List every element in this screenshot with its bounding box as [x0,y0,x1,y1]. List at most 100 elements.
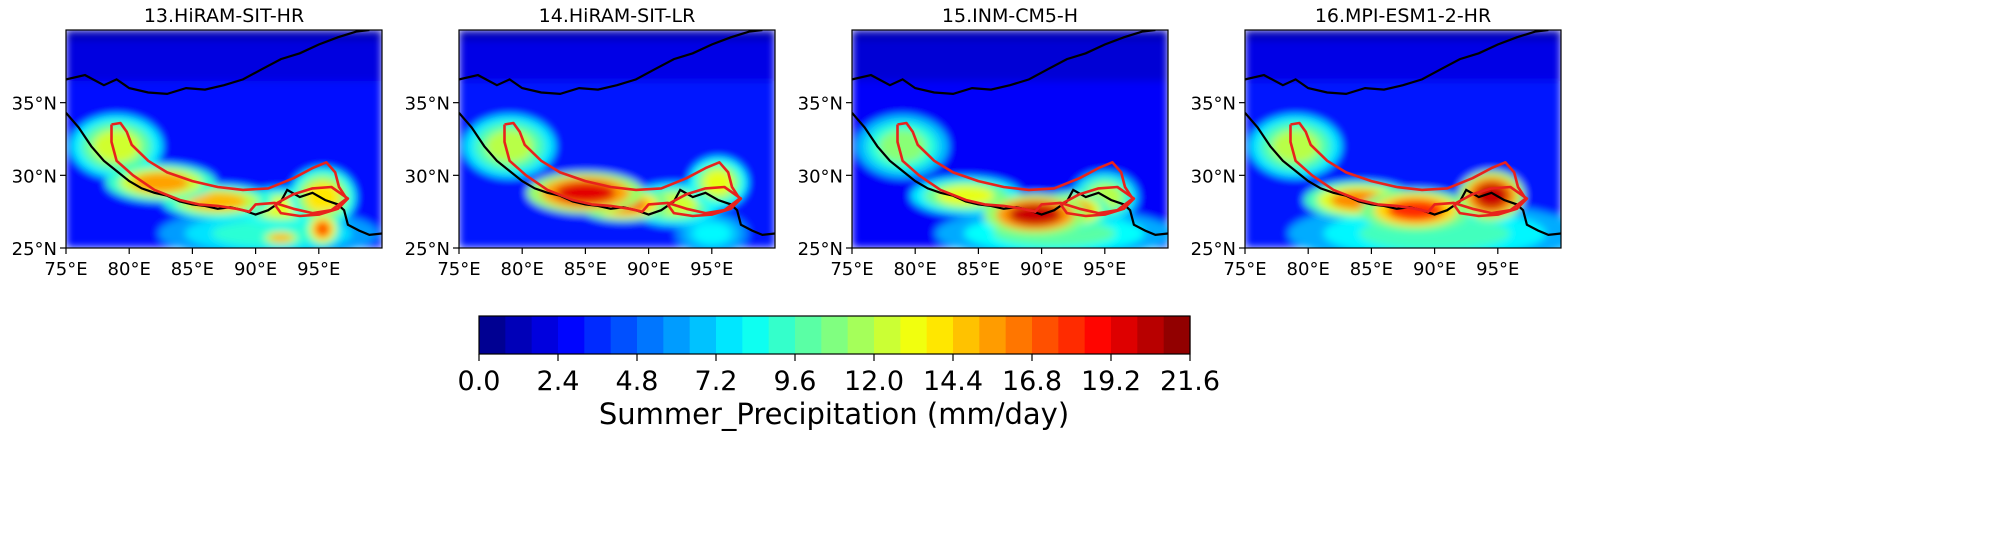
boundary-line-north [459,30,763,96]
colorbar-bin [505,316,533,354]
colorbar-bin [1005,316,1033,354]
overlays [1245,30,1561,237]
overlays [852,30,1168,237]
x-tick-label: 75°E [437,259,480,280]
colorbar-bin [874,316,901,354]
x-tick-label: 90°E [234,259,277,280]
axes-frame [65,29,383,249]
y-tick-label: 35°N [798,94,843,115]
y-tick-label: 35°N [12,94,57,115]
colorbar-bin [1032,316,1059,354]
x-tick-label: 85°E [564,259,607,280]
y-tick-label: 30°N [1191,166,1236,187]
y-tick-label: 25°N [12,239,57,260]
colorbar-tick-label: 9.6 [774,366,817,397]
colorbar-bin [637,316,664,354]
panel-15: 15.INM-CM5-H 75°E 80°E 85°E 90°E 95°E 25°N 30°… [798,5,1169,280]
colorbar-bin [584,316,612,354]
y-tick-label: 35°N [1191,94,1236,115]
precip-contour [1474,182,1509,209]
y-tick-label: 35°N [405,94,450,115]
colorbar-ticks: 0.0 2.4 4.8 7.2 9.6 12.0 14.4 16.8 19.2 21.6 [458,354,1220,397]
x-tick-label: 75°E [44,259,87,280]
colorbar-bin [953,316,980,354]
panel-title: 13.HiRAM-SIT-HR [144,5,304,27]
overlays [459,30,775,237]
x-tick-label: 75°E [830,259,873,280]
colorbar-tick-label: 16.8 [1002,366,1062,397]
plateau-transition-field [852,40,1168,81]
colorbar-bin [610,316,638,354]
colorbar-bin [558,316,585,354]
boundary-line-north [1245,30,1549,96]
map-area [852,30,1168,248]
x-tick-label: 95°E [1083,259,1126,280]
map-area [66,30,382,248]
x-tick-label: 80°E [894,259,937,280]
panel-title: 16.MPI-ESM1-2-HR [1315,5,1491,27]
colorbar-tick-label: 21.6 [1160,366,1220,397]
study-region-outline-east [273,185,350,218]
boundary-line-north [852,30,1156,96]
precipitation-field [459,30,775,248]
colorbar-bin [742,316,770,354]
y-tick-label: 30°N [405,166,450,187]
colorbar-bin [900,316,928,354]
colorbar-label: Summer_Precipitation (mm/day) [599,397,1069,431]
x-tick-label: 95°E [1476,259,1519,280]
colorbar-bin [1058,316,1086,354]
y-tick-label: 25°N [798,239,843,260]
panel-title: 14.HiRAM-SIT-LR [539,5,696,27]
panel-16: 16.MPI-ESM1-2-HR 75°E 80°E 85°E 90°E 95°E 25°… [1191,5,1562,280]
axes-frame [1244,29,1562,249]
colorbar-tick-label: 7.2 [695,366,738,397]
colorbar: 0.0 2.4 4.8 7.2 9.6 12.0 14.4 16.8 19.2 21.6 Summ… [458,315,1220,431]
panel-14: 14.HiRAM-SIT-LR 75°E 80°E 85°E 90°E 95°E 25°N… [405,5,776,280]
colorbar-frame [478,315,1191,355]
x-tick-label: 90°E [1020,259,1063,280]
precip-contour [937,185,995,206]
colorbar-bins [479,316,1191,354]
colorbar-bin [1163,316,1191,354]
colorbar-bin [479,316,506,354]
x-tick-label: 85°E [171,259,214,280]
x-tick-label: 95°E [297,259,340,280]
panel-title: 15.INM-CM5-H [942,5,1078,27]
study-region-outline-east [1452,185,1529,218]
x-tick-label: 90°E [1413,259,1456,280]
colorbar-bin [1084,316,1112,354]
colorbar-bin [689,316,717,354]
colorbar-bin [716,316,743,354]
precip-contour [314,220,332,238]
precip-contour [1387,199,1445,222]
colorbar-bin [847,316,875,354]
colorbar-bin [1137,316,1165,354]
colorbar-tick-label: 19.2 [1081,366,1141,397]
colorbar-tick-label: 2.4 [537,366,580,397]
axis-ticks: 75°E 80°E 85°E 90°E 95°E 25°N 30°N 35°N [405,94,734,280]
y-tick-label: 25°N [405,239,450,260]
x-tick-label: 80°E [108,259,151,280]
y-tick-label: 30°N [798,166,843,187]
precip-contour [692,222,731,245]
x-tick-label: 85°E [1350,259,1393,280]
colorbar-tick-label: 0.0 [458,366,501,397]
axis-ticks: 75°E 80°E 85°E 90°E 95°E 25°N 30°N 35°N [12,94,341,280]
x-tick-label: 90°E [627,259,670,280]
axes-frame [458,29,776,249]
colorbar-tick-label: 14.4 [923,366,983,397]
precipitation-field [852,30,1168,248]
colorbar-bin [1111,316,1138,354]
precip-contour [132,172,190,193]
colorbar-bin [795,316,822,354]
axes-frame [851,29,1169,249]
axis-ticks: 75°E 80°E 85°E 90°E 95°E 25°N 30°N 35°N [1191,94,1520,280]
colorbar-bin [979,316,1007,354]
x-tick-label: 85°E [957,259,1000,280]
map-area [1245,30,1561,248]
study-region-outline-east [666,185,743,218]
x-tick-label: 80°E [1287,259,1330,280]
panel-13: 13.HiRAM-SIT-HR 75°E 80°E 85°E 90°E 95°E 25°N… [12,5,383,280]
x-tick-label: 80°E [501,259,544,280]
